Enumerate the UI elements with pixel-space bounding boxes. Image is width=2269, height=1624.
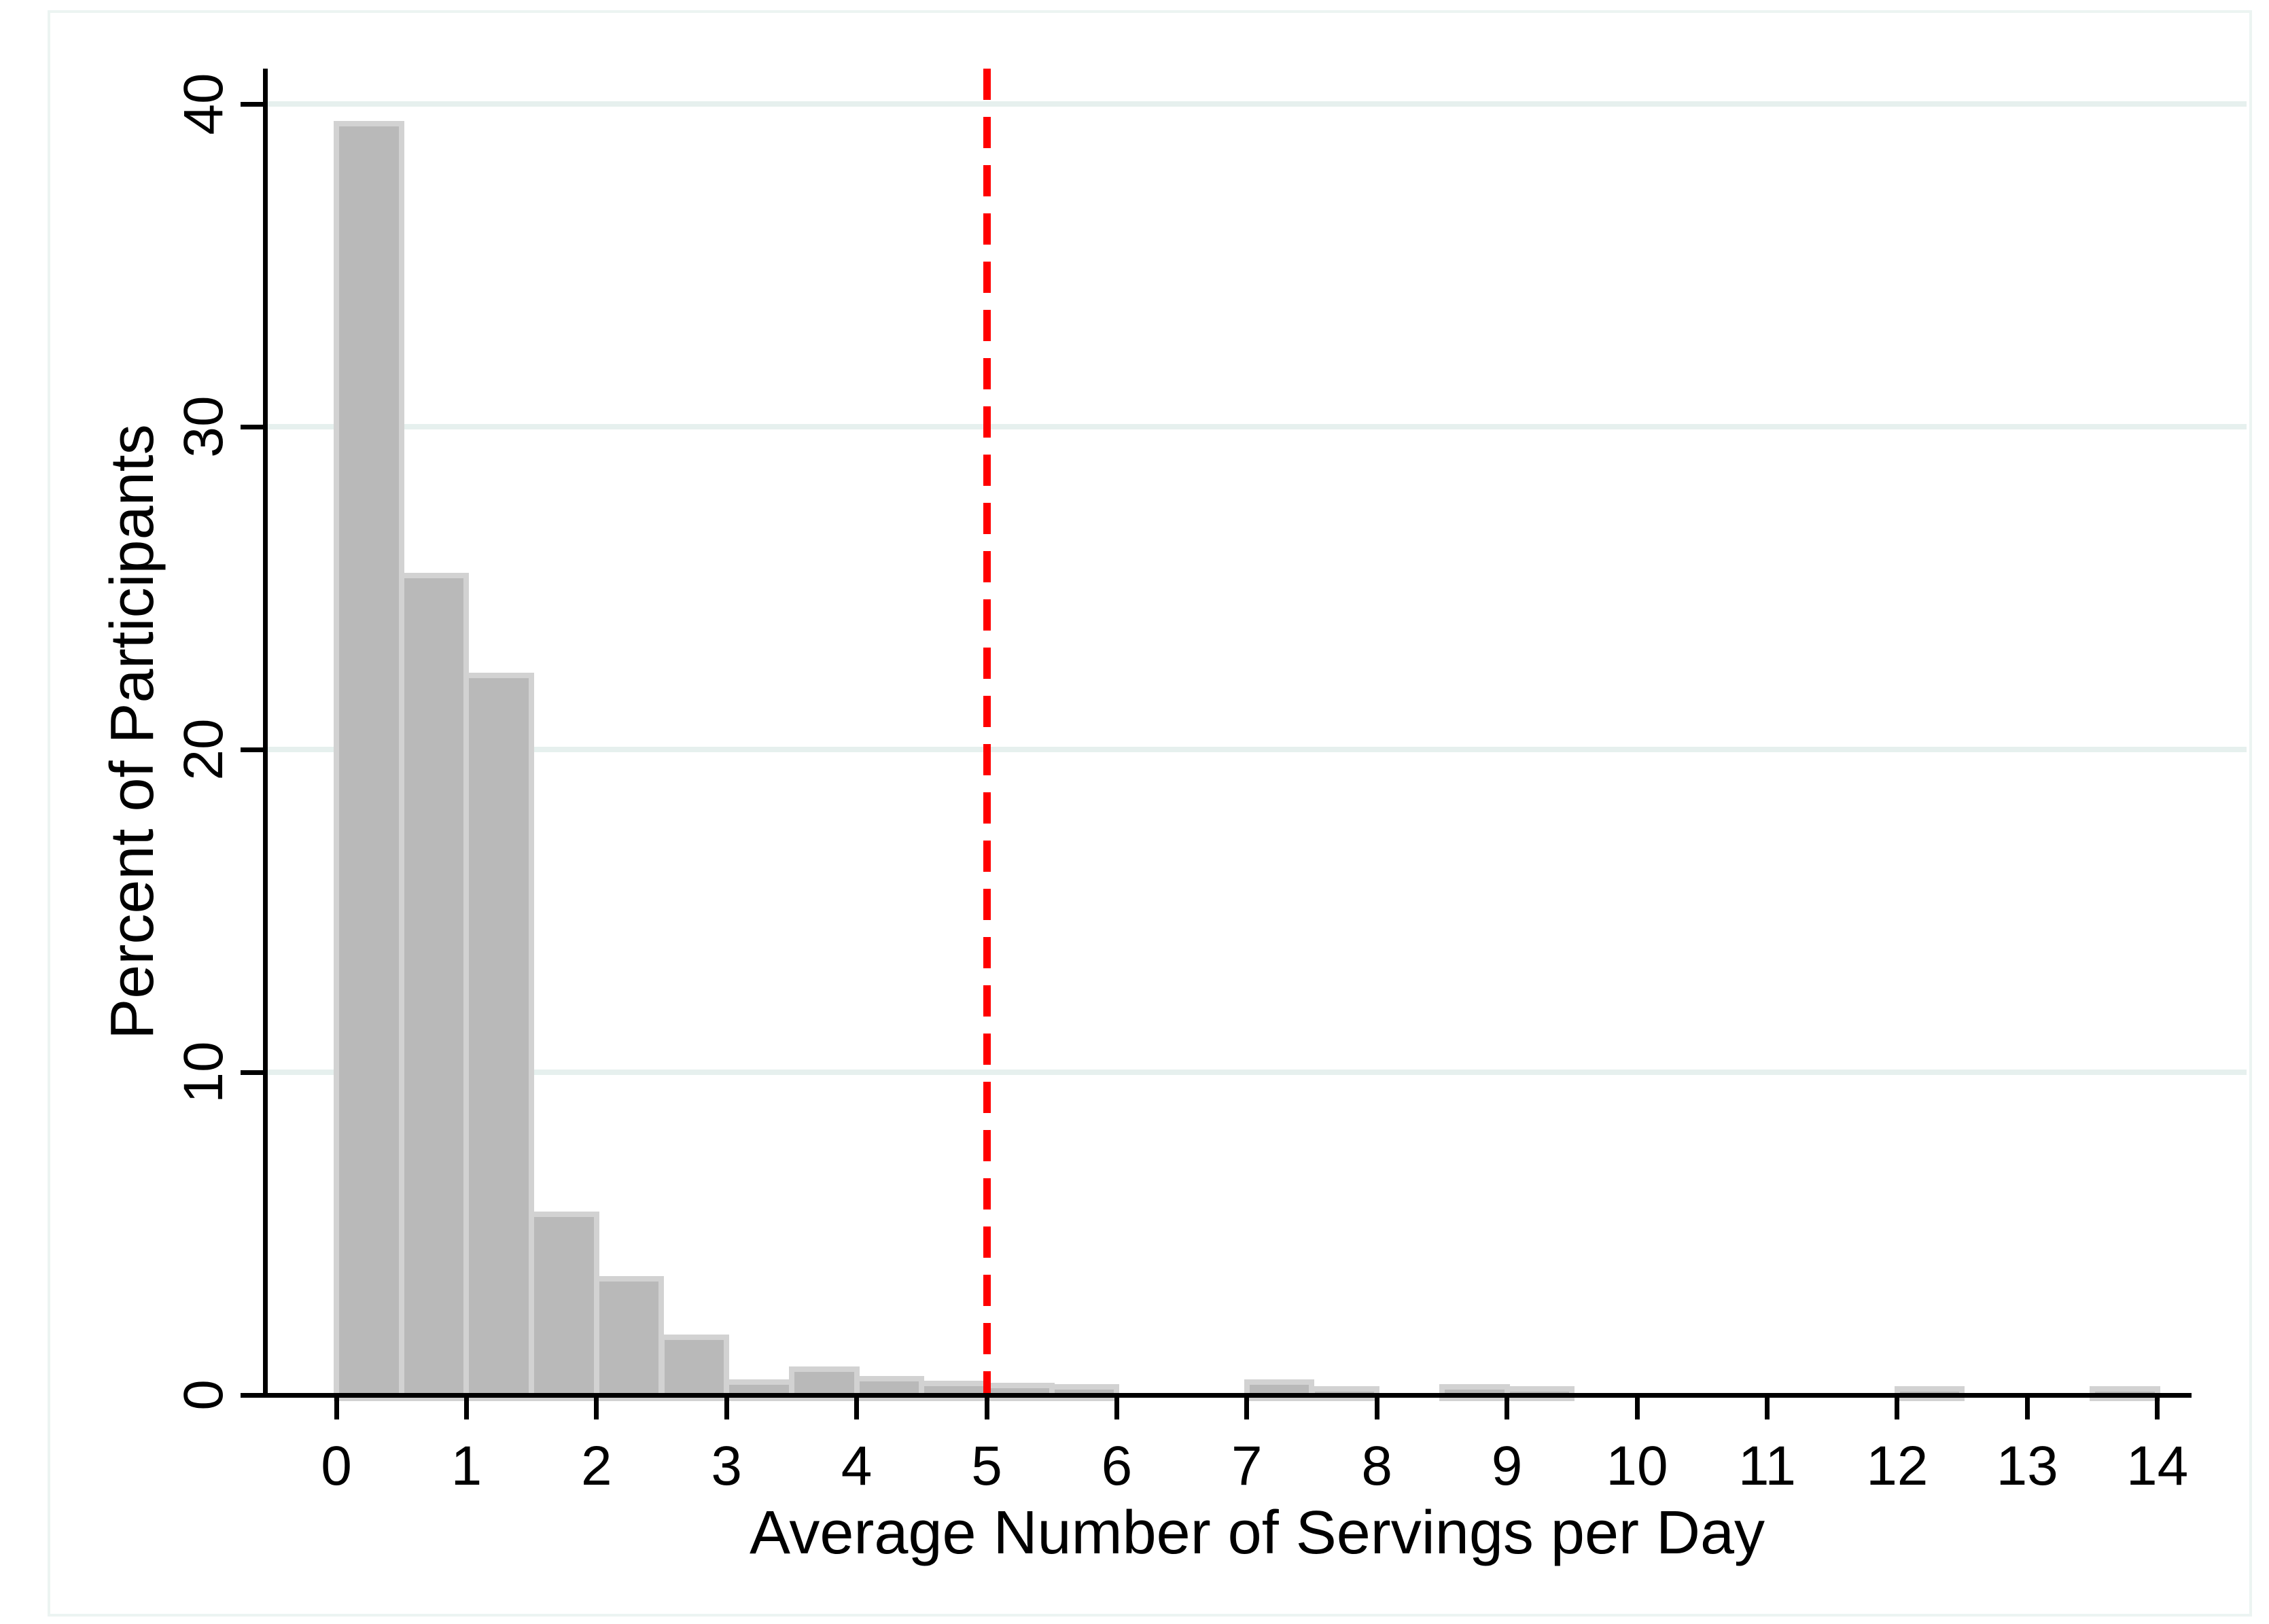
x-axis-tick <box>1634 1397 1640 1419</box>
y-gridline <box>267 1070 2247 1075</box>
y-axis-tick <box>240 424 263 429</box>
x-axis-tick <box>854 1397 860 1419</box>
x-axis-tick <box>1374 1397 1379 1419</box>
x-tick-label: 9 <box>1491 1435 1523 1497</box>
histogram-bar <box>334 120 404 1401</box>
x-tick-label: 12 <box>1866 1435 1929 1497</box>
x-axis-tick <box>2024 1397 2030 1419</box>
histogram-bar <box>529 1212 599 1401</box>
y-axis-tick <box>240 1070 263 1075</box>
x-axis-tick <box>334 1397 339 1419</box>
x-tick-label: 11 <box>1738 1435 1796 1497</box>
x-axis-title: Average Number of Servings per Day <box>749 1499 1765 1567</box>
x-axis-tick <box>594 1397 599 1419</box>
y-axis-tick <box>240 747 263 752</box>
x-tick-label: 5 <box>971 1435 1002 1497</box>
x-axis-tick <box>724 1397 729 1419</box>
y-gridline <box>267 424 2247 429</box>
x-tick-label: 1 <box>451 1435 482 1497</box>
x-axis-tick <box>1114 1397 1119 1419</box>
x-axis-tick <box>1895 1397 1900 1419</box>
histogram-bar <box>658 1334 730 1401</box>
x-tick-label: 3 <box>711 1435 742 1497</box>
histogram-bar <box>724 1379 794 1401</box>
histogram-bar <box>463 672 535 1401</box>
reference-line <box>983 69 991 1393</box>
histogram-bar <box>984 1382 1055 1401</box>
y-tick-label: 0 <box>173 1379 234 1411</box>
y-axis-tick <box>240 101 263 107</box>
x-axis-line <box>262 1392 2192 1398</box>
y-tick-label: 30 <box>173 395 234 458</box>
histogram-bar <box>1244 1379 1315 1401</box>
y-tick-label: 40 <box>173 73 234 135</box>
x-axis-tick <box>2155 1397 2160 1419</box>
y-axis-tick <box>240 1392 263 1398</box>
x-tick-label: 8 <box>1361 1435 1392 1497</box>
y-tick-label: 20 <box>173 718 234 781</box>
x-tick-label: 0 <box>321 1435 352 1497</box>
x-axis-tick <box>1244 1397 1250 1419</box>
x-axis-tick <box>463 1397 469 1419</box>
y-gridline <box>267 101 2247 107</box>
x-tick-label: 7 <box>1231 1435 1263 1497</box>
x-tick-label: 6 <box>1101 1435 1133 1497</box>
histogram-bar <box>919 1381 989 1401</box>
y-tick-label: 10 <box>173 1041 234 1104</box>
x-axis-tick <box>1764 1397 1770 1419</box>
x-tick-label: 14 <box>2126 1435 2189 1497</box>
x-tick-label: 2 <box>580 1435 612 1497</box>
y-gridline <box>267 747 2247 752</box>
x-tick-label: 4 <box>841 1435 873 1497</box>
histogram-bar <box>593 1276 665 1401</box>
x-tick-label: 13 <box>1996 1435 2058 1497</box>
histogram-bar <box>398 572 470 1401</box>
y-axis-title: Percent of Participants <box>99 424 166 1040</box>
x-tick-label: 10 <box>1606 1435 1668 1497</box>
x-axis-tick <box>984 1397 989 1419</box>
graph-region-border <box>48 10 2252 1617</box>
x-axis-tick <box>1505 1397 1510 1419</box>
y-axis-line <box>262 69 268 1398</box>
